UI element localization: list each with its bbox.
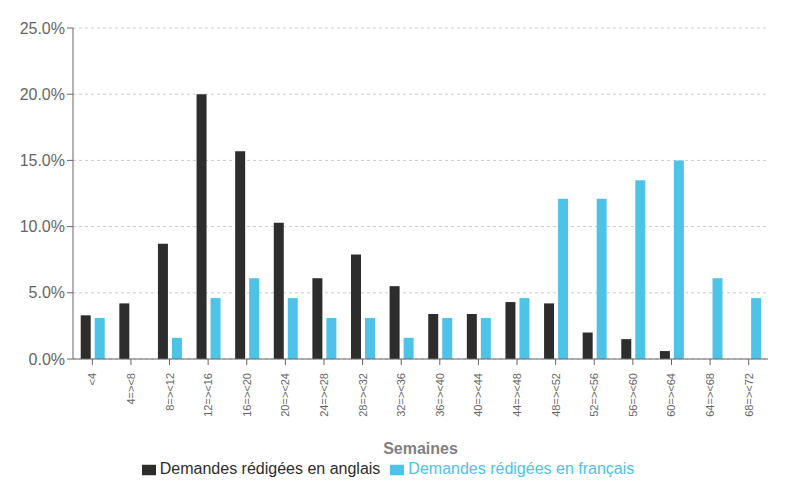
svg-text:32=><36: 32=><36 bbox=[395, 373, 407, 417]
svg-text:64=><68: 64=><68 bbox=[704, 373, 716, 417]
svg-text:5.0%: 5.0% bbox=[29, 284, 65, 301]
svg-text:56=><60: 56=><60 bbox=[627, 373, 639, 417]
svg-text:20=><24: 20=><24 bbox=[279, 373, 291, 417]
svg-text:40=><44: 40=><44 bbox=[472, 373, 484, 417]
svg-text:4=><8: 4=><8 bbox=[125, 373, 137, 405]
svg-text:25.0%: 25.0% bbox=[20, 20, 65, 37]
svg-text:15.0%: 15.0% bbox=[20, 152, 65, 169]
svg-text:20.0%: 20.0% bbox=[20, 86, 65, 103]
svg-text:36=><40: 36=><40 bbox=[434, 373, 446, 417]
svg-text:<4: <4 bbox=[86, 373, 98, 386]
svg-text:0.0%: 0.0% bbox=[29, 351, 65, 368]
svg-text:24=><28: 24=><28 bbox=[318, 373, 330, 417]
svg-text:12=><16: 12=><16 bbox=[202, 373, 214, 417]
svg-text:52=><56: 52=><56 bbox=[588, 373, 600, 417]
svg-text:Semaines: Semaines bbox=[383, 440, 458, 457]
html-text:Demandes rédigées en anglais: Demandes rédigées en anglais bbox=[159, 460, 381, 477]
html-text:Demandes rédigées en français: Demandes rédigées en français bbox=[408, 460, 635, 477]
svg-text:16=><20: 16=><20 bbox=[241, 373, 253, 417]
svg-text:48=><52: 48=><52 bbox=[550, 373, 562, 417]
svg-text:68=><72: 68=><72 bbox=[743, 373, 755, 417]
svg-text:8=><12: 8=><12 bbox=[164, 373, 176, 411]
svg-text:28=><32: 28=><32 bbox=[357, 373, 369, 417]
svg-text:60=><64: 60=><64 bbox=[665, 373, 677, 417]
svg-text:44=><48: 44=><48 bbox=[511, 373, 523, 417]
svg-text:10.0%: 10.0% bbox=[20, 218, 65, 235]
